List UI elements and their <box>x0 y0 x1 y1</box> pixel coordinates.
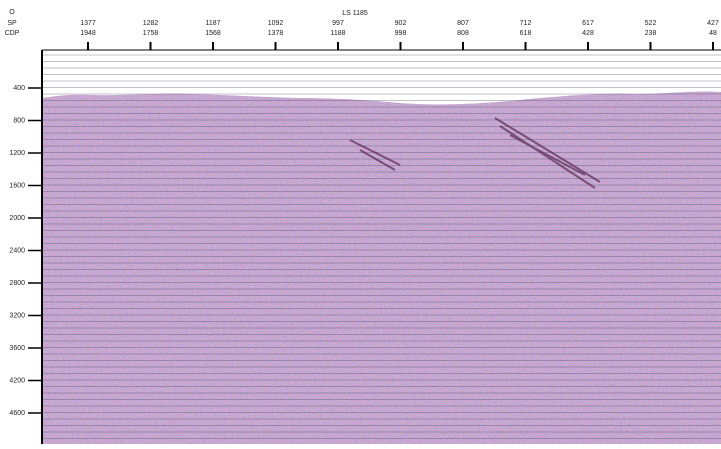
left-label: 1200 <box>9 150 25 157</box>
left-label: 3200 <box>9 312 25 319</box>
left-label: 1600 <box>9 182 25 189</box>
sp-label: SP <box>7 20 17 27</box>
page: O LS 1185 SP CDP 1377 1948 1282 1758 1187 156… <box>0 0 721 449</box>
cdp-value: 618 <box>520 30 532 37</box>
sp-value: 712 <box>520 20 532 27</box>
sp-value: 807 <box>457 20 469 27</box>
cdp-value: 1758 <box>143 30 159 37</box>
line-name: LS 1185 <box>342 10 368 17</box>
left-label: 2400 <box>9 247 25 254</box>
sp-value: 427 <box>707 20 719 27</box>
left-label: 2800 <box>9 280 25 287</box>
symbol: O <box>9 9 15 16</box>
cdp-value: 1568 <box>205 30 221 37</box>
cdp-value: 48 <box>709 30 717 37</box>
left-label: 400 <box>13 85 25 92</box>
sp-value: 617 <box>582 20 594 27</box>
cdp-value: 238 <box>645 30 657 37</box>
seismic-section: O LS 1185 SP CDP 1377 1948 1282 1758 1187 156… <box>0 0 721 444</box>
left-label: 3600 <box>9 345 25 352</box>
left-label: 2000 <box>9 215 25 222</box>
sp-value: 1092 <box>268 20 284 27</box>
sp-value: 1282 <box>143 20 159 27</box>
sp-value: 1187 <box>205 20 220 27</box>
sp-value: 522 <box>645 20 657 27</box>
left-label: 4200 <box>9 377 25 384</box>
cdp-value: 808 <box>457 30 469 37</box>
cdp-value: 1378 <box>268 30 284 37</box>
cdp-value: 998 <box>395 30 407 37</box>
cdp-value: 428 <box>582 30 594 37</box>
left-label: 4600 <box>9 410 25 417</box>
section-image <box>42 50 721 444</box>
cdp-value: 1188 <box>330 30 345 37</box>
sp-value: 1377 <box>80 20 96 27</box>
cdp-value: 1948 <box>80 30 96 37</box>
left-label: 800 <box>13 117 25 124</box>
sp-value: 902 <box>395 20 407 27</box>
cdp-label: CDP <box>5 30 20 37</box>
sp-value: 997 <box>332 20 344 27</box>
